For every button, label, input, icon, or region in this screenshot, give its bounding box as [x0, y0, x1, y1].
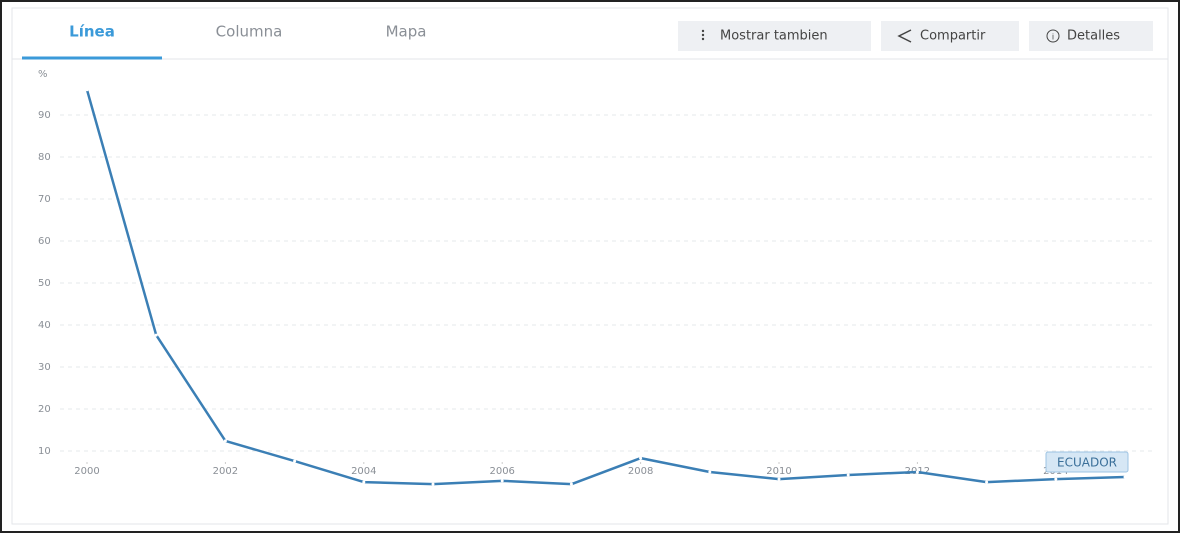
- tab[interactable]: Línea: [69, 23, 115, 41]
- y-tick-label: 80: [38, 152, 51, 163]
- data-point: [1054, 477, 1058, 481]
- button-bg[interactable]: [881, 21, 1019, 51]
- data-point: [154, 333, 158, 337]
- panel: [11, 7, 1169, 525]
- share-icon: [897, 29, 912, 43]
- data-point: [293, 459, 297, 463]
- data-point: [708, 470, 712, 474]
- button[interactable]: Compartir: [920, 29, 986, 44]
- data-point: [569, 482, 573, 486]
- data-point: [431, 482, 435, 486]
- y-axis-label: %: [38, 69, 48, 80]
- y-tick-label: 60: [38, 236, 51, 247]
- tab[interactable]: Mapa: [386, 23, 427, 41]
- x-tick-label: 2006: [489, 466, 514, 477]
- tab[interactable]: Columna: [216, 23, 283, 41]
- y-tick-label: 20: [38, 404, 51, 415]
- data-point: [223, 439, 227, 443]
- x-tick-label: 2002: [213, 466, 238, 477]
- button[interactable]: Detalles: [1067, 29, 1120, 44]
- series-label-bg: [1045, 451, 1129, 473]
- data-point: [85, 88, 89, 92]
- data-point: [915, 470, 919, 474]
- data-line: [85, 89, 1126, 486]
- info-icon-i: i: [1052, 33, 1054, 42]
- y-tick-label: 70: [38, 194, 51, 205]
- series-label: ECUADOR: [1057, 456, 1117, 470]
- x-tick-label: 2010: [766, 466, 791, 477]
- y-tick-label: 90: [38, 110, 51, 121]
- y-tick-label: 10: [38, 446, 51, 457]
- y-tick-label: 40: [38, 320, 51, 331]
- x-tick-label: 2004: [351, 466, 376, 477]
- data-point: [985, 480, 989, 484]
- icon: [701, 37, 705, 41]
- x-tick-label: 2008: [628, 466, 653, 477]
- y-tick-label: 30: [38, 362, 51, 373]
- icon: [701, 29, 705, 33]
- info-icon: [1046, 29, 1060, 43]
- icon: [701, 33, 705, 37]
- y-tick-label: 50: [38, 278, 51, 289]
- data-point: [1123, 475, 1127, 479]
- button-bg[interactable]: [1029, 21, 1153, 51]
- data-point: [639, 456, 643, 460]
- data-point: [500, 479, 504, 483]
- data-point: [846, 473, 850, 477]
- data-point: [362, 480, 366, 484]
- button[interactable]: Mostrar tambien: [720, 29, 828, 44]
- button-bg[interactable]: [678, 21, 871, 51]
- x-tick-label: 2000: [74, 466, 99, 477]
- data-point: [777, 477, 781, 481]
